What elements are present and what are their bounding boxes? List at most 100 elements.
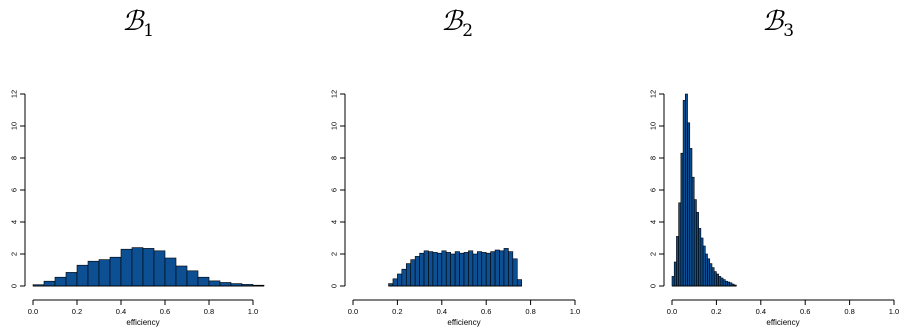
histogram-bar: [54, 276, 67, 287]
x-tick-label: 0.0: [667, 307, 677, 316]
histogram-bar: [687, 122, 691, 287]
panel-title: ℬ2: [441, 6, 473, 41]
histogram-bar: [459, 252, 465, 287]
x-tick-label: 0.8: [844, 307, 854, 316]
x-tick-label: 0.8: [525, 307, 535, 316]
histogram-bar: [673, 261, 677, 287]
panel-title: ℬ3: [762, 6, 794, 41]
x-tick-label: 0.4: [756, 307, 766, 316]
histogram-bar: [414, 256, 420, 287]
histogram-bar: [720, 277, 724, 287]
y-tick-label: 10: [10, 122, 19, 130]
y-tick-label: 12: [10, 90, 19, 98]
histogram-bar: [428, 251, 434, 287]
histogram-bar: [689, 148, 693, 287]
histogram-bar: [716, 273, 719, 287]
histogram-bar: [707, 258, 711, 287]
x-tick-label: 0.2: [392, 307, 402, 316]
histogram-bar: [401, 268, 407, 287]
histogram-bar: [419, 252, 425, 287]
histogram-bar: [120, 248, 133, 287]
histogram-bar: [76, 264, 89, 287]
histogram-bar: [109, 256, 122, 287]
x-axis-title: efficiency: [447, 318, 480, 327]
histogram-bar: [87, 260, 100, 287]
panel-title-letter: ℬ: [762, 6, 785, 37]
histogram-bar: [441, 250, 447, 287]
y-tick-label: 4: [330, 220, 339, 224]
panel-title-subscript: 2: [462, 21, 473, 41]
y-tick-label: 8: [330, 156, 339, 160]
y-tick-label: 8: [10, 156, 19, 160]
histogram-bar: [98, 259, 111, 287]
histogram-bar: [142, 248, 155, 287]
histogram-bar: [727, 281, 731, 287]
x-tick-label: 0.8: [204, 307, 214, 316]
histogram-bar: [503, 248, 509, 287]
histogram-bar: [186, 270, 199, 287]
y-tick-label: 4: [10, 220, 19, 224]
y-tick-label: 0: [330, 284, 339, 288]
histogram-bar: [685, 93, 688, 287]
histogram-bar: [481, 252, 487, 287]
histogram-bar: [485, 252, 491, 287]
histogram-bar: [423, 250, 429, 287]
histogram-bar: [722, 279, 726, 287]
histogram-bar: [197, 276, 210, 287]
histogram-bar: [450, 253, 456, 287]
histogram-bar: [153, 250, 166, 287]
x-tick-label: 0.6: [481, 307, 491, 316]
histogram-bar: [472, 253, 478, 287]
histogram-bar: [175, 265, 188, 287]
x-tick-label: 0.0: [348, 307, 358, 316]
histogram-bar: [676, 236, 679, 287]
histogram-bar: [468, 250, 474, 287]
histogram-bar: [499, 250, 505, 287]
x-tick-label: 0.6: [160, 307, 170, 316]
histogram-bar: [437, 252, 443, 287]
histogram-bar: [704, 253, 708, 287]
histogram-bar: [691, 176, 695, 287]
histogram-bar: [512, 258, 518, 287]
histogram-bar: [392, 278, 398, 287]
histogram-bar: [445, 252, 451, 287]
y-tick-label: 2: [330, 252, 339, 256]
histogram-bar: [680, 152, 684, 287]
y-tick-label: 4: [649, 220, 658, 224]
panel-title: ℬ1: [122, 6, 154, 41]
histogram-bar: [698, 228, 702, 287]
histogram-bar: [65, 272, 78, 287]
histogram-bar: [454, 251, 460, 287]
y-tick-label: 8: [649, 156, 658, 160]
histogram-bar: [696, 212, 699, 287]
histogram-bar: [490, 251, 496, 287]
panel-title-subscript: 1: [143, 21, 154, 41]
y-tick-label: 0: [649, 284, 658, 288]
x-tick-label: 0.2: [72, 307, 82, 316]
y-tick-label: 10: [649, 122, 658, 130]
y-tick-label: 12: [649, 90, 658, 98]
y-tick-label: 10: [330, 122, 339, 130]
panel-title-letter: ℬ: [122, 6, 145, 37]
histogram-bar: [700, 237, 704, 287]
histogram-bar: [516, 279, 523, 287]
histogram-bar: [682, 100, 686, 287]
x-tick-label: 0.0: [28, 307, 38, 316]
x-tick-label: 1.0: [889, 307, 899, 316]
histogram-bar: [131, 247, 144, 287]
histogram-bar: [711, 267, 715, 287]
histogram-bar: [43, 280, 56, 287]
histogram-bar: [405, 263, 412, 287]
x-axis-title: efficiency: [126, 318, 159, 327]
histogram-bar: [713, 271, 717, 287]
histogram-bar: [432, 252, 438, 287]
histogram-bar: [671, 276, 675, 287]
panel-title-letter: ℬ: [441, 6, 464, 37]
x-tick-label: 0.4: [437, 307, 447, 316]
x-tick-label: 1.0: [570, 307, 580, 316]
histogram-bar: [702, 245, 706, 287]
histogram-bar: [709, 263, 713, 287]
y-tick-label: 0: [10, 284, 19, 288]
